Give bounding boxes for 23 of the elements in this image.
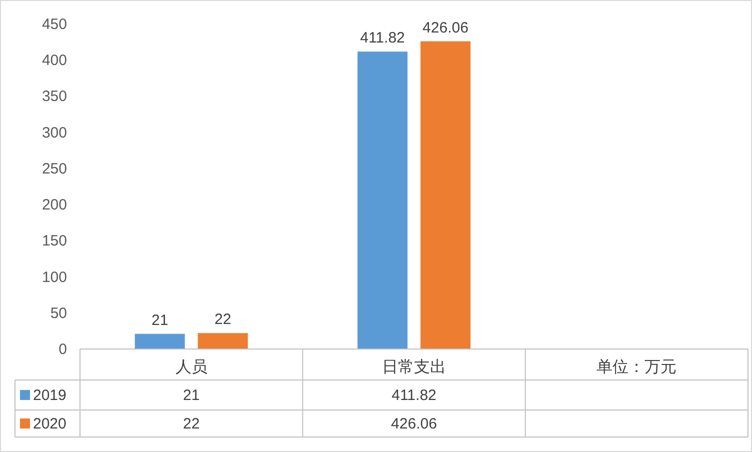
legend-label: 2019 [33,387,66,404]
y-tick-label: 150 [42,232,67,250]
y-tick-label: 400 [42,52,67,70]
y-tick-label: 50 [50,304,67,322]
y-tick-label: 100 [42,268,67,286]
data-label: 411.82 [392,387,436,404]
x-tick-label: 人员 [175,359,208,376]
legend-label: 2020 [33,416,66,432]
y-tick-label: 350 [42,88,67,106]
annotation: 21 [151,312,168,329]
annotation: 22 [214,311,232,328]
data-label: 21 [182,387,200,404]
y-tick-label: 200 [42,196,67,214]
annotation: 426.06 [422,19,468,36]
y-tick-label: 300 [42,124,67,142]
x-tick-label: 日常支出 [382,358,446,376]
y-tick-label: 0 [58,341,67,358]
y-tick-label: 450 [42,16,67,33]
x-tick-label: 单位：万元 [596,358,677,376]
data-label: 426.06 [391,416,437,432]
annotation: 411.82 [360,30,405,47]
data-label: 22 [182,416,200,432]
y-tick-label: 250 [42,160,67,178]
